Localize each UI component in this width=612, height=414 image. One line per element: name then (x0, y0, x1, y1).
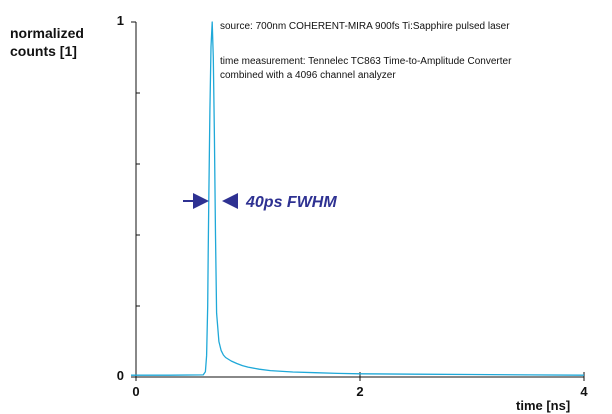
y-axis-title-line2: counts [1] (10, 43, 77, 59)
annotation-time-line1: time measurement: Tennelec TC863 Time-to… (220, 56, 512, 67)
x-axis-title: time [ns] (516, 398, 570, 413)
x-ticks: 0 2 4 (132, 372, 588, 399)
y-tick-label: 0 (117, 368, 124, 383)
y-ticks: 01 (117, 13, 140, 383)
annotation-source: source: 700nm COHERENT-MIRA 900fs Ti:Sap… (220, 21, 510, 32)
annotation-time-line2: combined with a 4096 channel analyzer (220, 70, 396, 81)
y-tick-label: 1 (117, 13, 124, 28)
fwhm-arrow-left (193, 193, 209, 209)
fwhm-label: 40ps FWHM (245, 194, 337, 211)
fwhm-arrow-right (222, 193, 238, 209)
x-tick-label: 0 (132, 384, 139, 399)
fwhm-marker: 40ps FWHM (183, 193, 337, 211)
x-tick-label: 2 (356, 384, 363, 399)
x-tick-label: 4 (580, 384, 588, 399)
data-series-line (131, 21, 585, 376)
y-axis-title-line1: normalized (10, 25, 84, 41)
